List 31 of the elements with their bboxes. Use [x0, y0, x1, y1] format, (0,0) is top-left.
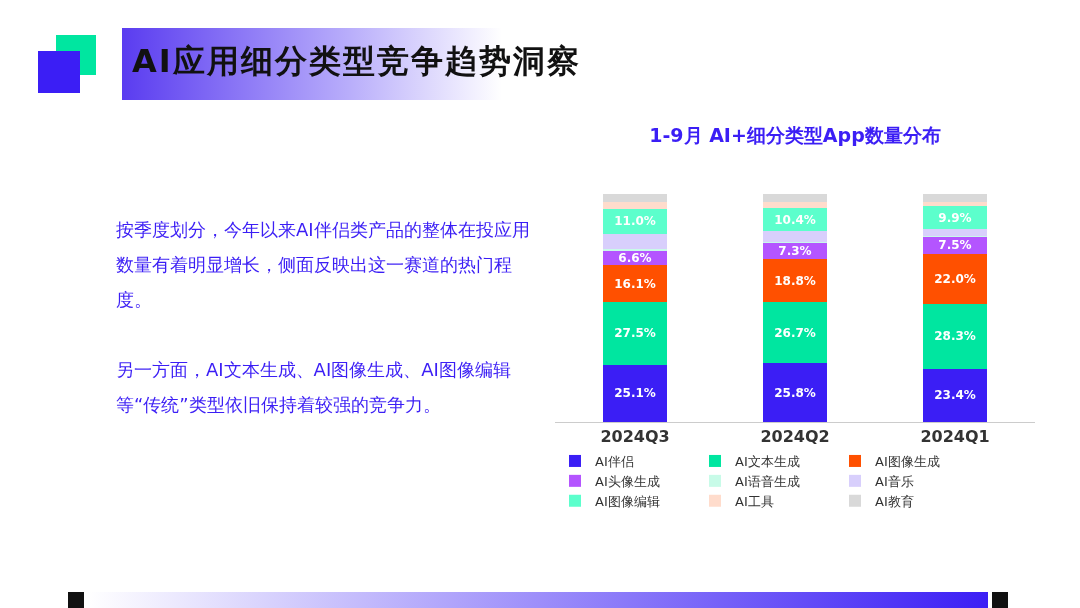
legend-label: AI文本生成 [735, 454, 800, 470]
legend-label: AI音乐 [875, 473, 914, 489]
data-label: 25.1% [614, 386, 656, 401]
x-tick-label: 2024Q3 [600, 427, 670, 447]
data-label: 7.3% [778, 244, 812, 259]
legend-label: AI教育 [875, 493, 914, 509]
legend-label: AI头像生成 [595, 473, 660, 489]
data-label: 26.7% [774, 325, 816, 340]
text: 按季度划分，今年以来AI伴侣类产品的整体在投应用数量有着明显增长，侧面反映出这一赛道的热门程度。 [116, 218, 531, 312]
text: 另一方面，AI文本生成、AI图像生成、AI图像编辑等“传统”类型依旧保持着较强的竞争力。 [116, 358, 512, 417]
legend-label: AI语音生成 [735, 473, 800, 489]
data-label: 22.0% [934, 272, 976, 287]
legend-label: AI伴侣 [595, 454, 634, 470]
chart-title: AI应用细分类型竞争趋势洞察 [132, 41, 581, 82]
legend-label: AI工具 [735, 493, 774, 509]
data-label: 27.5% [614, 326, 656, 341]
legend-label: AI图像编辑 [595, 493, 660, 509]
x-tick-label: 2024Q1 [920, 427, 990, 447]
data-label: 16.1% [614, 276, 656, 291]
data-label: 25.8% [774, 385, 816, 400]
chart-subtitle: 1-9月 AI+细分类型App数量分布 [649, 124, 941, 147]
data-label: 10.4% [774, 212, 816, 227]
legend-label: AI图像生成 [875, 454, 940, 470]
data-label: 11.0% [614, 214, 656, 229]
data-label: 18.8% [774, 273, 816, 288]
data-label: 9.9% [938, 210, 972, 225]
data-label: 28.3% [934, 329, 976, 344]
x-tick-label: 2024Q2 [760, 427, 830, 447]
data-label: 7.5% [938, 238, 972, 253]
data-label: 6.6% [618, 250, 652, 265]
data-label: 23.4% [934, 388, 976, 403]
